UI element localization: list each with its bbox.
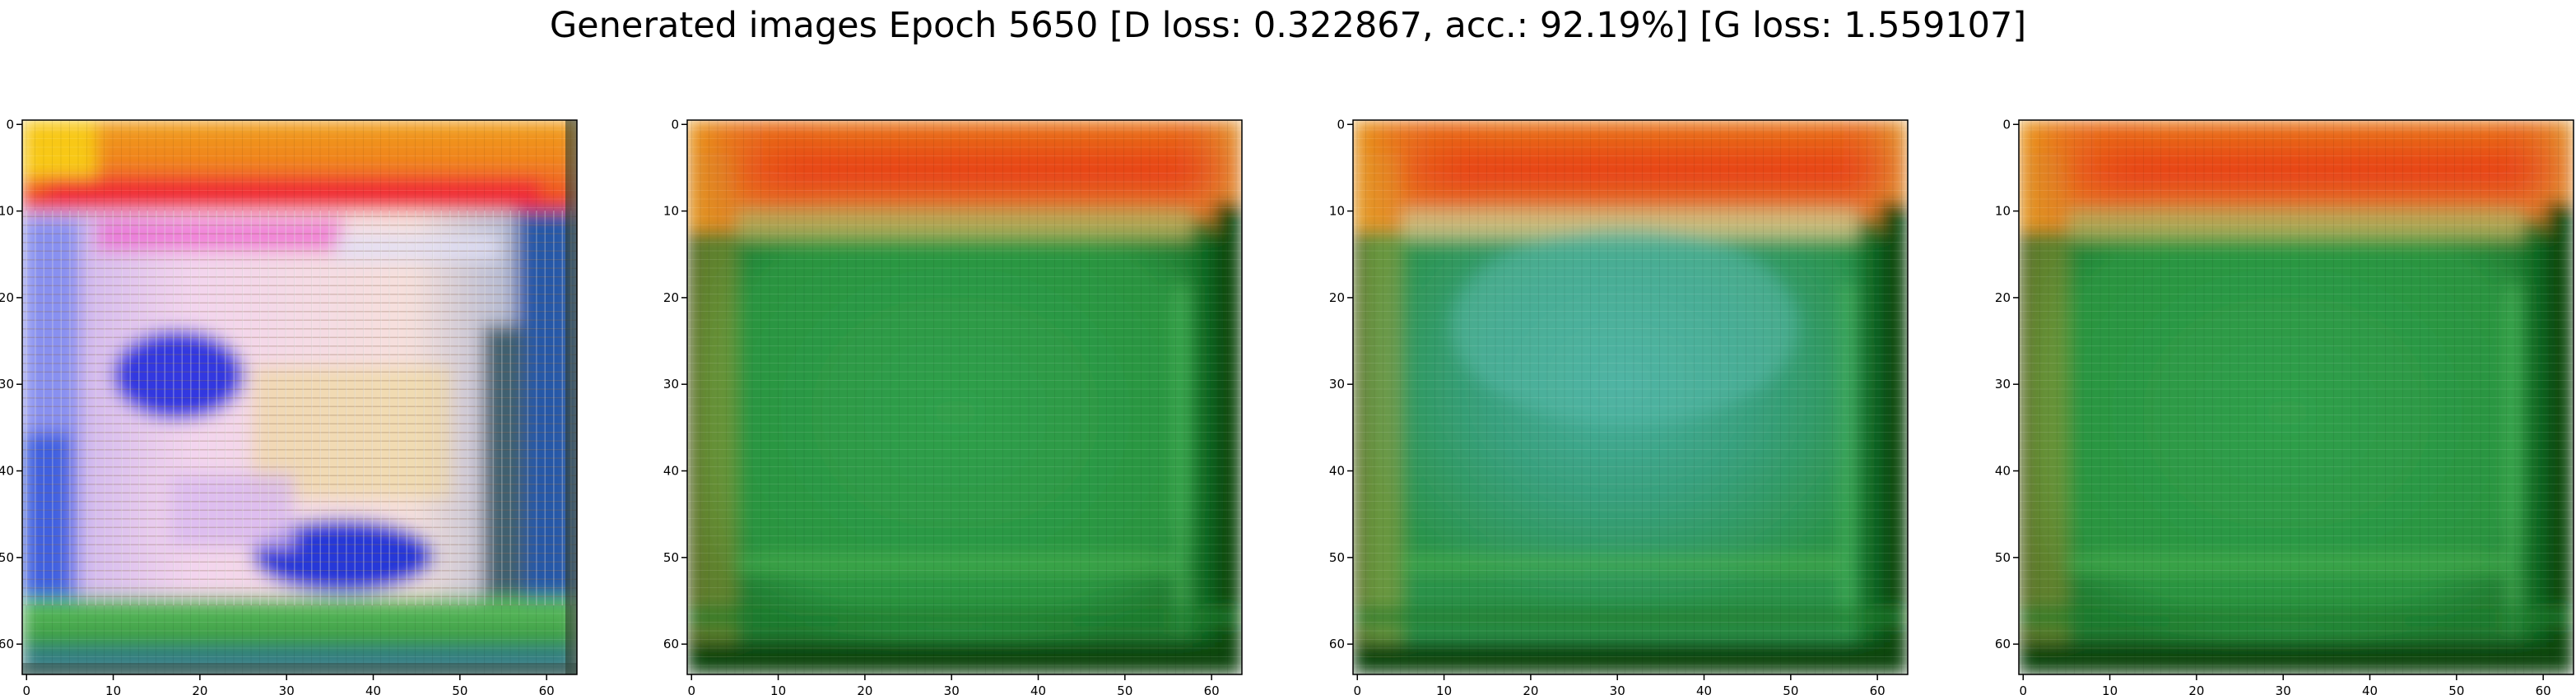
x-tick-label: 60 (539, 683, 555, 695)
x-tick-label: 60 (1870, 683, 1886, 695)
image-panel-4: 0 10 20 30 40 50 60 0 10 20 30 40 50 60 (1995, 117, 2574, 695)
x-tick-label: 30 (1610, 683, 1625, 695)
y-tick-label: 30 (663, 377, 679, 392)
y-tick-label: 20 (0, 290, 14, 305)
y-tick-label: 0 (1337, 117, 1345, 132)
x-tick-label: 20 (2188, 683, 2204, 695)
x-tick-label: 10 (1436, 683, 1452, 695)
x-tick-label: 0 (22, 683, 30, 695)
x-tick-label: 40 (1696, 683, 1712, 695)
y-tick-label: 10 (0, 204, 14, 219)
panel-4-pixel-texture (2019, 120, 2574, 674)
x-tick-label: 10 (770, 683, 786, 695)
x-tick-label: 30 (279, 683, 295, 695)
panel-2-axes-frame (686, 119, 1243, 675)
image-panel-1: 0 10 20 30 40 50 60 0 10 20 30 40 50 60 (0, 117, 578, 695)
x-tick-label: 60 (1204, 683, 1220, 695)
y-tick-label: 10 (663, 204, 679, 219)
y-tick-label: 20 (1995, 290, 2011, 305)
x-tick-label: 20 (1523, 683, 1538, 695)
y-tick-label: 50 (1995, 550, 2011, 565)
y-tick-label: 30 (1329, 377, 1345, 392)
panel-2-pixel-texture (687, 120, 1242, 674)
x-tick-label: 20 (857, 683, 872, 695)
y-tick-label: 40 (663, 464, 679, 479)
y-tick-label: 40 (1995, 464, 2011, 479)
y-tick-label: 30 (1995, 377, 2011, 392)
x-tick-label: 10 (105, 683, 121, 695)
x-tick-label: 0 (2019, 683, 2027, 695)
x-tick-label: 30 (944, 683, 960, 695)
x-tick-label: 40 (2362, 683, 2378, 695)
panel-3-axes-frame (1352, 119, 1909, 675)
y-tick-label: 50 (663, 550, 679, 565)
figure-suptitle: Generated images Epoch 5650 [D loss: 0.3… (549, 5, 2027, 46)
x-tick-label: 50 (1117, 683, 1132, 695)
y-tick-label: 40 (0, 464, 14, 479)
y-tick-label: 60 (663, 637, 679, 651)
y-tick-label: 10 (1995, 204, 2011, 219)
y-tick-label: 0 (671, 117, 679, 132)
panel-1-axes-frame (21, 119, 578, 675)
x-tick-label: 20 (192, 683, 207, 695)
y-tick-label: 20 (663, 290, 679, 305)
y-tick-label: 40 (1329, 464, 1345, 479)
y-tick-label: 60 (1995, 637, 2011, 651)
y-tick-label: 20 (1329, 290, 1345, 305)
y-tick-label: 60 (1329, 637, 1345, 651)
x-tick-label: 50 (452, 683, 467, 695)
y-tick-label: 0 (2002, 117, 2011, 132)
y-tick-label: 50 (0, 550, 14, 565)
panel-4-axes-frame (2018, 119, 2574, 675)
y-tick-label: 50 (1329, 550, 1345, 565)
image-panel-2: 0 10 20 30 40 50 60 0 10 20 30 40 50 60 (663, 117, 1243, 695)
x-tick-label: 10 (2102, 683, 2118, 695)
x-tick-label: 60 (2536, 683, 2551, 695)
x-tick-label: 40 (1030, 683, 1046, 695)
y-tick-label: 30 (0, 377, 14, 392)
x-tick-label: 50 (1783, 683, 1798, 695)
y-tick-label: 0 (6, 117, 14, 132)
x-tick-label: 0 (1353, 683, 1361, 695)
x-tick-label: 50 (2448, 683, 2464, 695)
y-tick-label: 60 (0, 637, 14, 651)
x-tick-label: 30 (2276, 683, 2291, 695)
y-tick-label: 10 (1329, 204, 1345, 219)
image-panel-3: 0 10 20 30 40 50 60 0 10 20 30 40 50 60 (1329, 117, 1909, 695)
panel-3-pixel-texture (1353, 120, 1908, 674)
x-tick-label: 0 (687, 683, 695, 695)
x-tick-label: 40 (365, 683, 381, 695)
